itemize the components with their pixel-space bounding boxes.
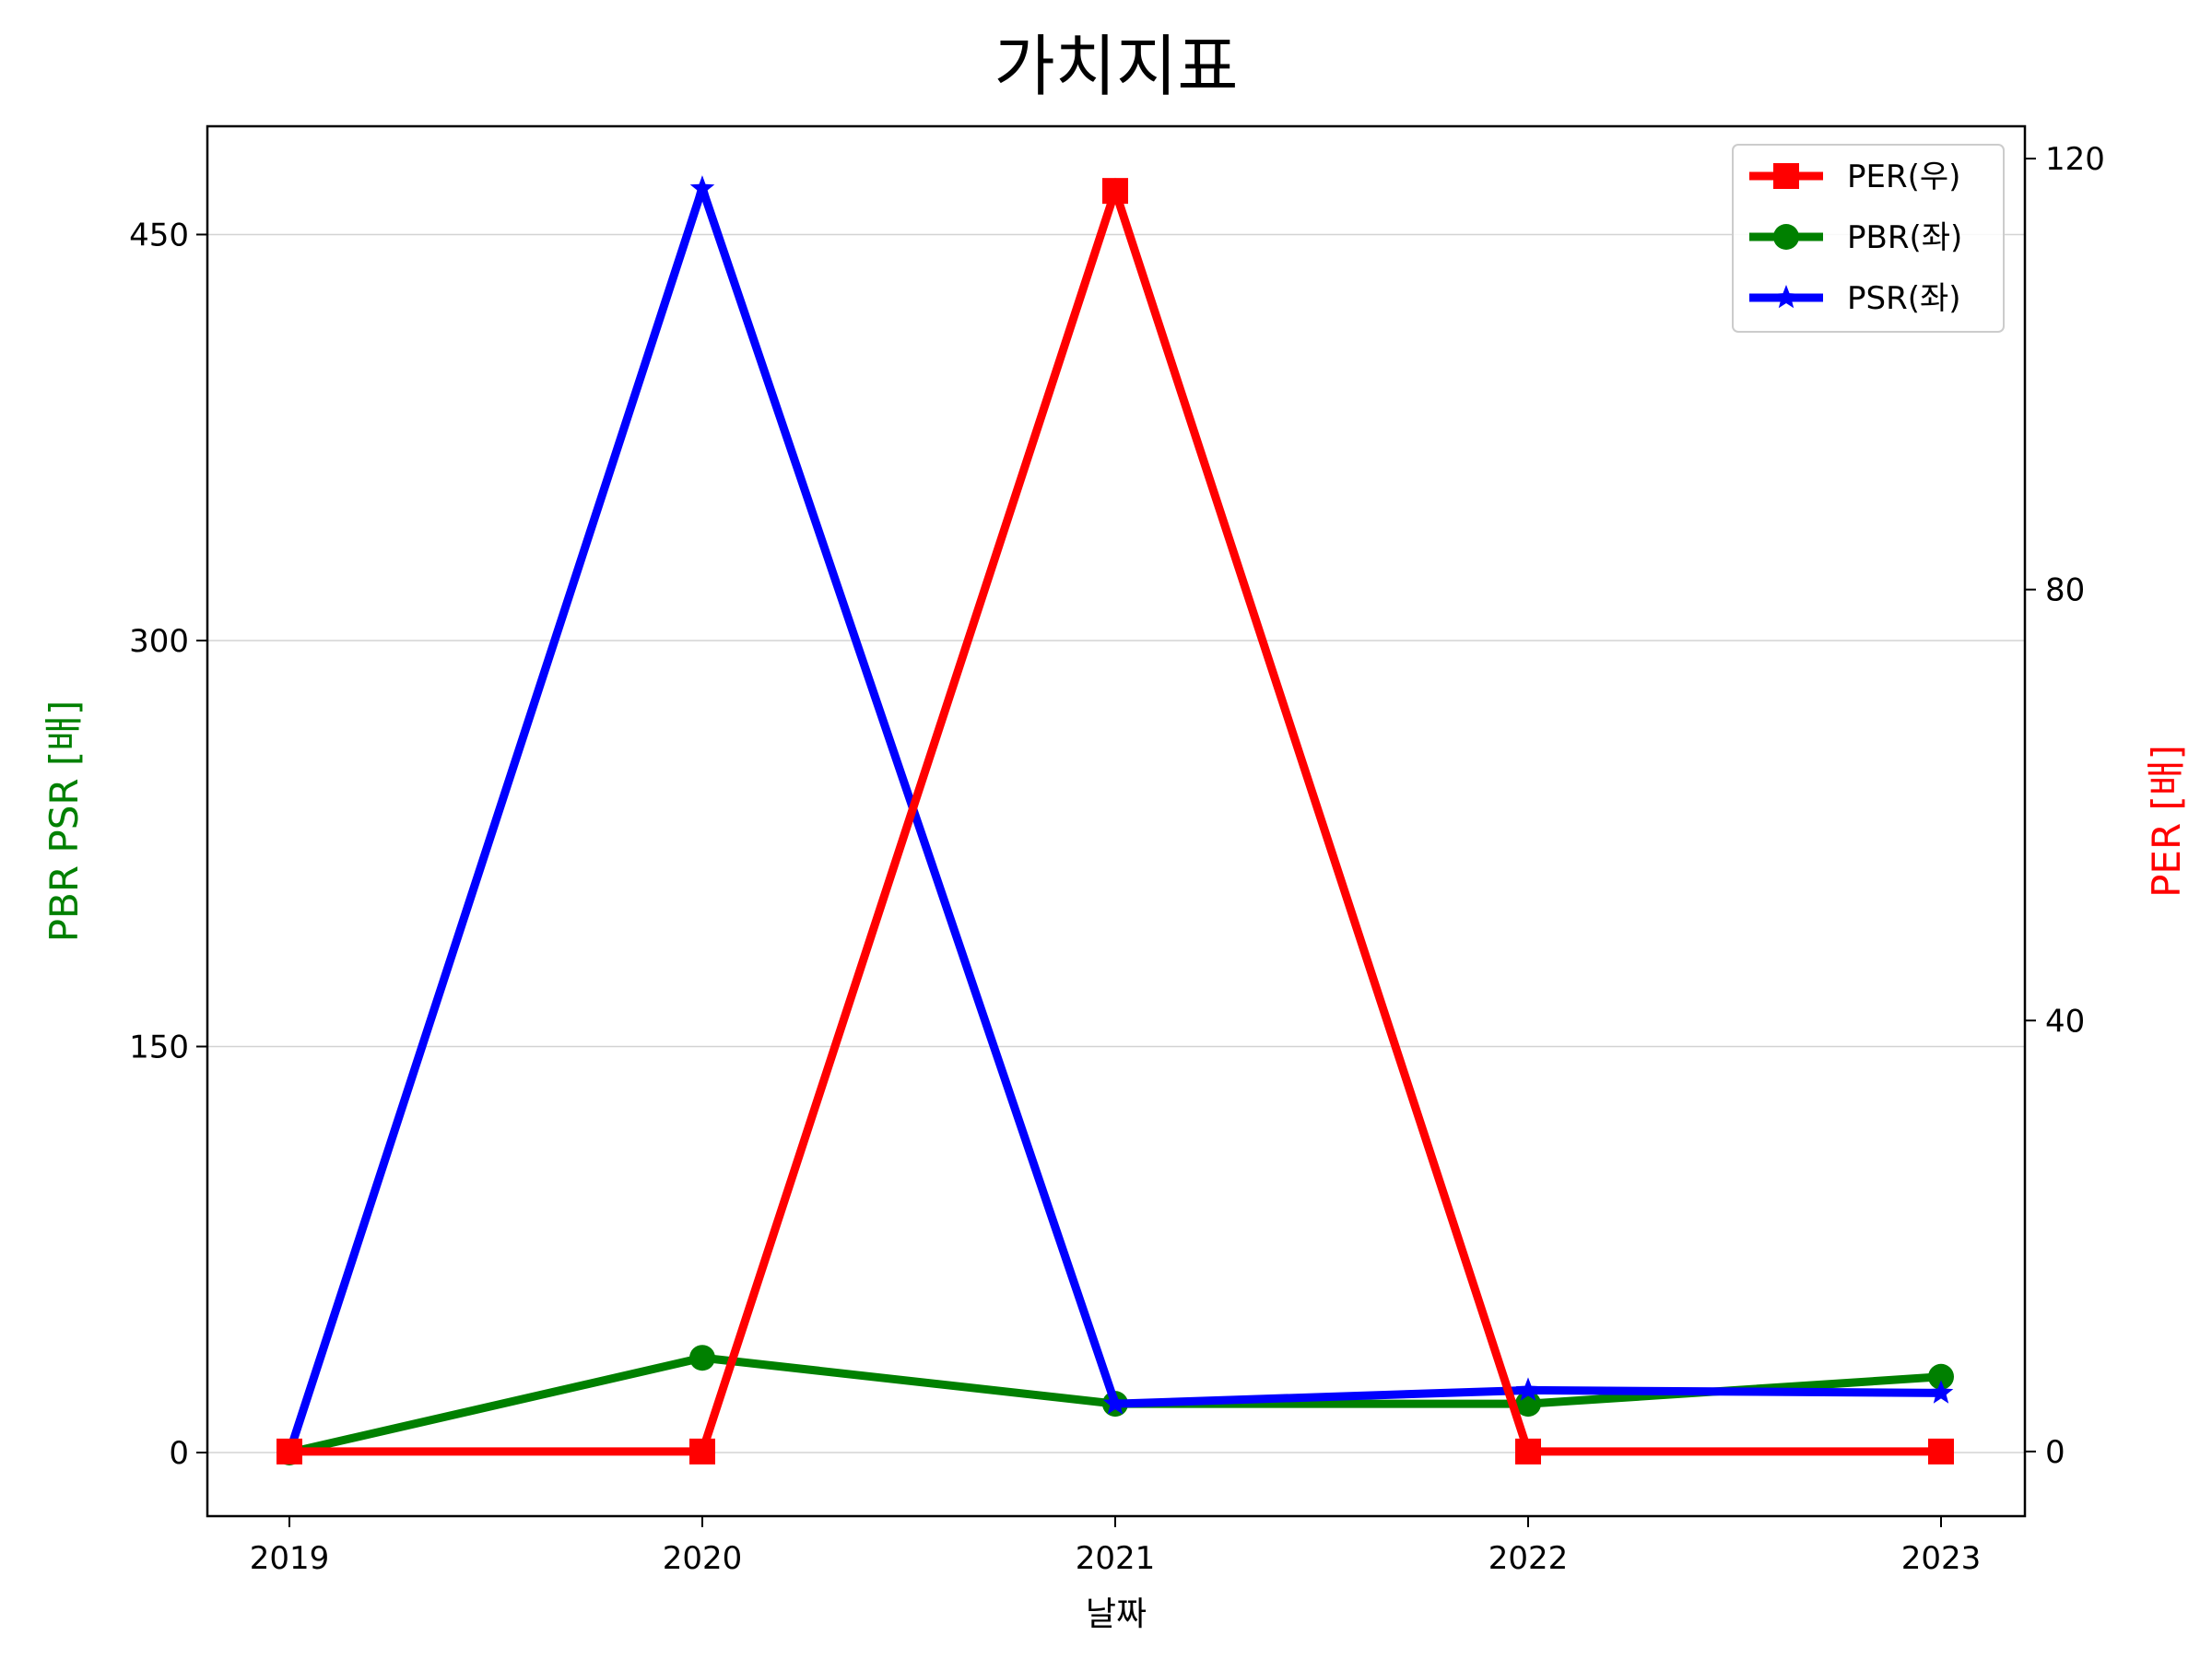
left-tick-label: 300 (129, 623, 189, 660)
right-tick-label: 120 (2045, 141, 2105, 178)
legend-marker (1773, 285, 1799, 309)
legend-item: PSR(좌) (1749, 280, 1961, 317)
legend-label: PER(우) (1847, 159, 1960, 195)
legend-label: PBR(좌) (1847, 219, 1962, 256)
x-tick-label: 2023 (1901, 1540, 1982, 1577)
data-point (689, 1345, 715, 1371)
legend-label: PSR(좌) (1847, 280, 1961, 317)
right-tick-label: 40 (2045, 1003, 2085, 1040)
x-tick-label: 2020 (663, 1540, 743, 1577)
axis-ticks: 0 150 300 450 0 40 80 120 2019 2020 2021 2022 2023 (129, 141, 2105, 1577)
data-point (1515, 1377, 1541, 1401)
left-tick-label: 0 (169, 1435, 189, 1472)
legend: PER(우) PBR(좌) PSR(좌) (1732, 144, 2005, 333)
data-point (1102, 178, 1128, 205)
data-point (276, 1438, 302, 1465)
right-tick-label: 0 (2045, 1434, 2065, 1471)
left-tick-label: 450 (129, 217, 189, 253)
data-point (689, 1438, 715, 1465)
legend-item: PER(우) (1749, 159, 1960, 195)
left-tick-label: 150 (129, 1029, 189, 1065)
y-axis-label-right: PER [배] (2144, 745, 2189, 898)
data-point (1928, 1380, 1954, 1404)
legend-marker (1773, 224, 1799, 250)
x-tick-label: 2022 (1488, 1540, 1569, 1577)
y-axis-label-left: PBR PSR [배] (41, 700, 87, 943)
data-point (1928, 1438, 1954, 1465)
data-point (1928, 1363, 1954, 1390)
data-point (1515, 1438, 1541, 1465)
chart-title: 가치지표 (994, 28, 1239, 105)
x-tick-label: 2021 (1076, 1540, 1156, 1577)
x-axis-label: 날짜 (1086, 1595, 1147, 1633)
data-point (1102, 1391, 1128, 1415)
legend-item: PBR(좌) (1749, 219, 1962, 256)
right-tick-label: 80 (2045, 572, 2085, 609)
legend-box (1732, 144, 2005, 333)
legend-marker (1773, 163, 1799, 189)
series-square (276, 177, 1954, 1465)
x-tick-label: 2019 (250, 1540, 330, 1577)
data-point (689, 175, 715, 199)
series-lines (276, 175, 1954, 1465)
